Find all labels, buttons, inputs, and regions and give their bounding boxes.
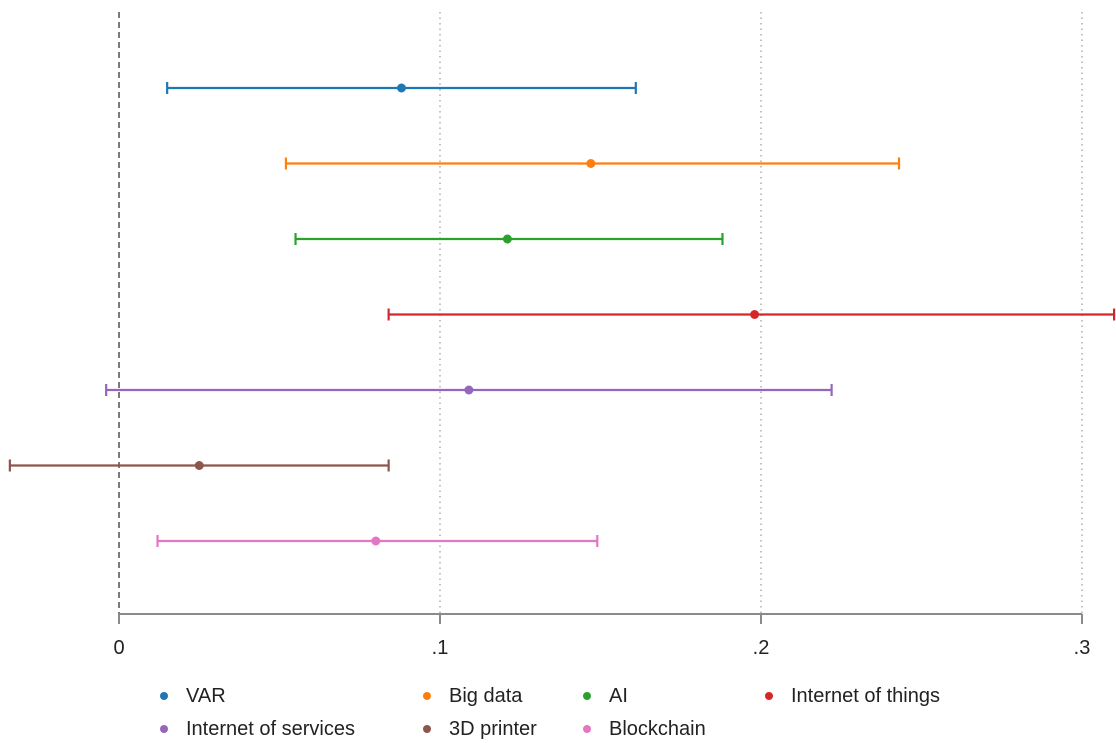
series-5 [8, 459, 390, 472]
legend-label: Internet of things [791, 684, 940, 707]
point-estimate [750, 310, 760, 319]
series-1 [284, 157, 901, 170]
legend-marker-icon [583, 692, 591, 700]
series-4 [105, 384, 833, 396]
legend: VAR Big data AI Internet of things Internet … [160, 680, 1060, 742]
series-2 [294, 233, 724, 245]
series-0 [166, 82, 637, 94]
x-tick-label-1: .1 [432, 637, 449, 659]
point-estimate [371, 536, 381, 546]
legend-label: AI [609, 684, 628, 707]
point-estimate [396, 83, 406, 93]
legend-item-0: VAR [160, 682, 226, 710]
legend-marker-icon [160, 725, 168, 733]
coefficient-plot: 0 .1 .2 .3 [8, 12, 1116, 659]
legend-item-1: Big data [423, 682, 522, 710]
legend-label: Internet of services [186, 717, 355, 740]
legend-item-2: AI [583, 682, 628, 710]
legend-label: Big data [449, 684, 523, 707]
legend-label: VAR [186, 684, 226, 707]
legend-item-3: Internet of things [765, 682, 940, 710]
x-axis-ticks: 0 .1 .2 .3 [113, 614, 1090, 659]
point-estimate [586, 159, 596, 168]
legend-marker-icon [160, 692, 168, 700]
point-estimate [502, 234, 512, 244]
point-estimate [194, 461, 204, 470]
legend-item-5: 3D printer [423, 715, 537, 743]
x-tick-label-3: .3 [1074, 637, 1091, 659]
x-tick-label-2: .2 [753, 637, 770, 659]
legend-label: 3D printer [449, 717, 537, 740]
legend-item-4: Internet of services [160, 715, 355, 743]
point-estimate [464, 385, 474, 395]
series-layer [8, 82, 1116, 547]
gridlines [439, 12, 1083, 614]
series-3 [387, 308, 1116, 321]
legend-label: Blockchain [609, 717, 706, 740]
legend-marker-icon [583, 725, 591, 733]
legend-marker-icon [423, 725, 431, 733]
legend-marker-icon [423, 692, 431, 700]
legend-item-6: Blockchain [583, 715, 706, 743]
x-tick-label-0: 0 [113, 637, 124, 659]
legend-marker-icon [765, 692, 773, 700]
series-6 [156, 535, 599, 547]
